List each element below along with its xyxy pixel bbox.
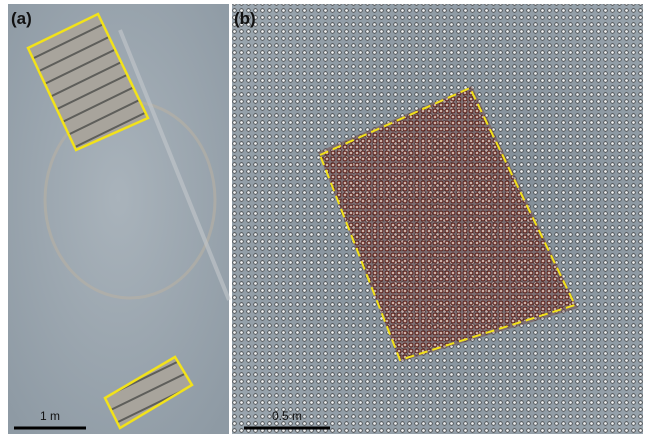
scale-label: 1 m (40, 409, 60, 423)
panel-label: (a) (11, 9, 32, 28)
panel-b: (b) 0.5 m (232, 4, 643, 434)
panel-a: (a) 1 m (8, 4, 229, 434)
panel-label: (b) (234, 9, 256, 28)
scale-label: 0.5 m (272, 409, 302, 423)
figure: (a) 1 m (b) 0.5 m (0, 0, 646, 438)
